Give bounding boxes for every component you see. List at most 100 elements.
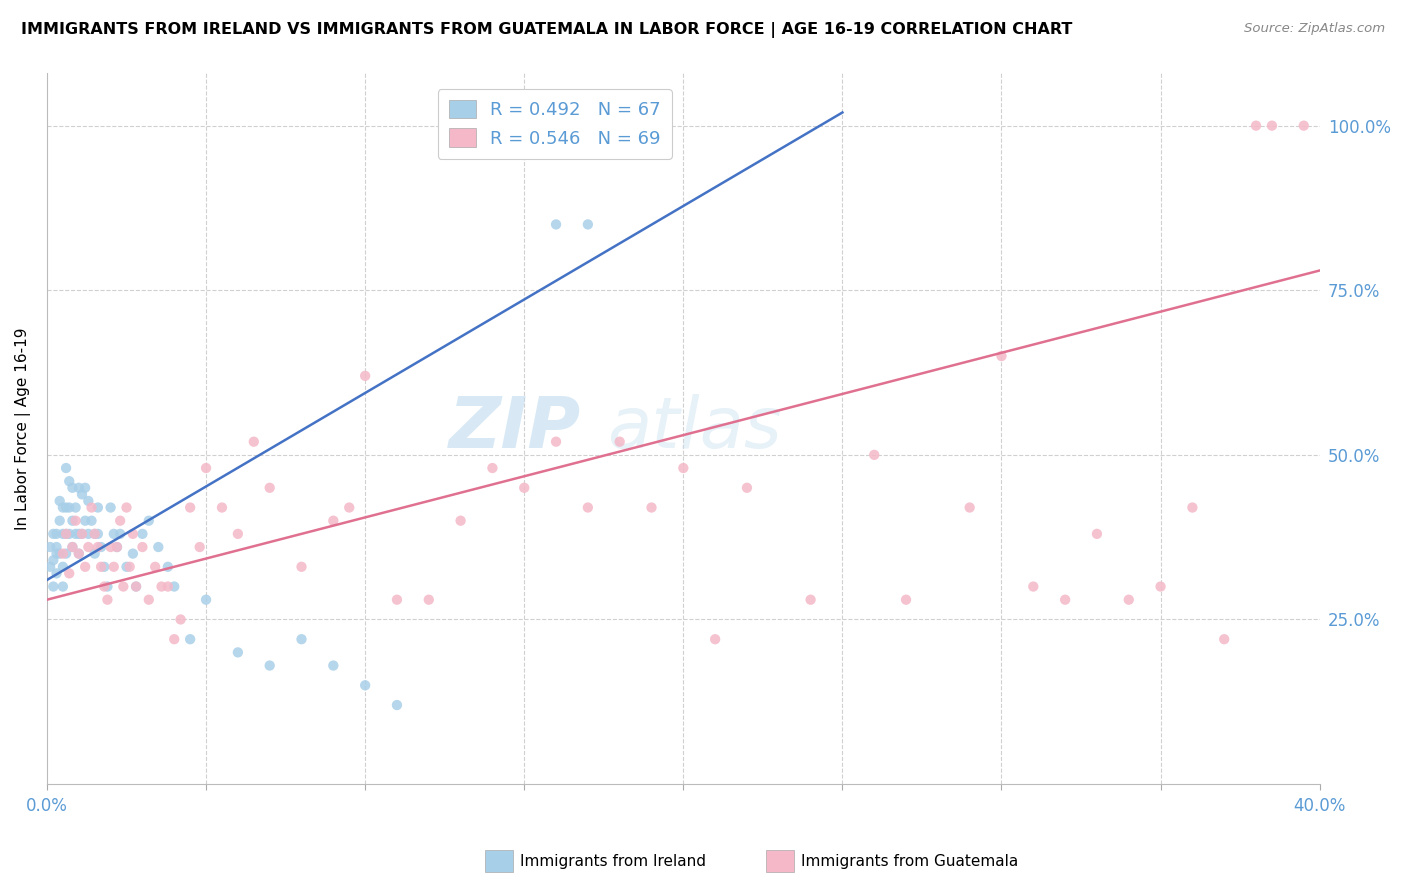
- Point: [1054, 592, 1077, 607]
- Point: [55, 461, 77, 475]
- Point: [609, 434, 631, 449]
- Point: [65, 527, 87, 541]
- Point: [672, 461, 695, 475]
- Point: [45, 540, 67, 554]
- Point: [58, 500, 80, 515]
- Point: [87, 500, 110, 515]
- Point: [75, 481, 97, 495]
- Point: [62, 540, 84, 554]
- Point: [90, 559, 112, 574]
- Point: [156, 580, 179, 594]
- Point: [354, 678, 377, 692]
- Point: [112, 580, 135, 594]
- Point: [55, 500, 77, 515]
- Point: [179, 500, 201, 515]
- Point: [290, 559, 312, 574]
- Point: [179, 632, 201, 647]
- Point: [188, 540, 211, 554]
- Point: [1085, 527, 1108, 541]
- Point: [62, 514, 84, 528]
- Point: [52, 527, 75, 541]
- Point: [1022, 580, 1045, 594]
- Point: [55, 547, 77, 561]
- Text: Immigrants from Ireland: Immigrants from Ireland: [520, 855, 706, 869]
- Point: [143, 559, 166, 574]
- Point: [163, 580, 186, 594]
- Point: [42, 553, 65, 567]
- Point: [385, 592, 408, 607]
- Point: [62, 481, 84, 495]
- Point: [990, 349, 1012, 363]
- Point: [65, 514, 87, 528]
- Point: [45, 527, 67, 541]
- Point: [125, 580, 148, 594]
- Point: [576, 500, 599, 515]
- Point: [58, 527, 80, 541]
- Point: [83, 527, 105, 541]
- Point: [80, 500, 103, 515]
- Point: [48, 494, 70, 508]
- Point: [576, 218, 599, 232]
- Point: [65, 500, 87, 515]
- Point: [70, 487, 93, 501]
- Point: [67, 481, 90, 495]
- Point: [83, 527, 105, 541]
- Point: [544, 218, 567, 232]
- Point: [42, 527, 65, 541]
- Point: [77, 527, 100, 541]
- Point: [354, 368, 377, 383]
- Point: [87, 540, 110, 554]
- Point: [163, 632, 186, 647]
- Point: [52, 500, 75, 515]
- Point: [226, 645, 249, 659]
- Point: [290, 632, 312, 647]
- Point: [704, 632, 727, 647]
- Point: [108, 514, 131, 528]
- Point: [96, 592, 118, 607]
- Point: [93, 580, 115, 594]
- Point: [1213, 632, 1236, 647]
- Point: [148, 540, 170, 554]
- Point: [75, 514, 97, 528]
- Point: [75, 559, 97, 574]
- Point: [169, 612, 191, 626]
- Point: [93, 559, 115, 574]
- Point: [45, 566, 67, 581]
- Point: [118, 559, 141, 574]
- Point: [418, 592, 440, 607]
- Point: [800, 592, 823, 607]
- Point: [45, 547, 67, 561]
- Point: [131, 540, 153, 554]
- Point: [58, 566, 80, 581]
- Text: IMMIGRANTS FROM IRELAND VS IMMIGRANTS FROM GUATEMALA IN LABOR FORCE | AGE 16-19 : IMMIGRANTS FROM IRELAND VS IMMIGRANTS FR…: [21, 22, 1073, 38]
- Point: [52, 547, 75, 561]
- Point: [122, 527, 145, 541]
- Point: [90, 540, 112, 554]
- Point: [125, 580, 148, 594]
- Point: [42, 580, 65, 594]
- Point: [131, 527, 153, 541]
- Point: [322, 514, 344, 528]
- Y-axis label: In Labor Force | Age 16-19: In Labor Force | Age 16-19: [15, 327, 31, 530]
- Point: [226, 527, 249, 541]
- Point: [122, 547, 145, 561]
- Point: [544, 434, 567, 449]
- Point: [322, 658, 344, 673]
- Point: [1149, 580, 1171, 594]
- Point: [195, 592, 218, 607]
- Text: ZIP: ZIP: [450, 394, 582, 463]
- Point: [337, 500, 360, 515]
- Point: [259, 658, 281, 673]
- Point: [108, 527, 131, 541]
- Point: [211, 500, 233, 515]
- Point: [103, 527, 125, 541]
- Point: [1118, 592, 1140, 607]
- Point: [735, 481, 758, 495]
- Point: [39, 540, 62, 554]
- Point: [100, 500, 122, 515]
- Point: [87, 527, 110, 541]
- Point: [100, 540, 122, 554]
- Point: [959, 500, 981, 515]
- Point: [150, 580, 173, 594]
- Point: [96, 580, 118, 594]
